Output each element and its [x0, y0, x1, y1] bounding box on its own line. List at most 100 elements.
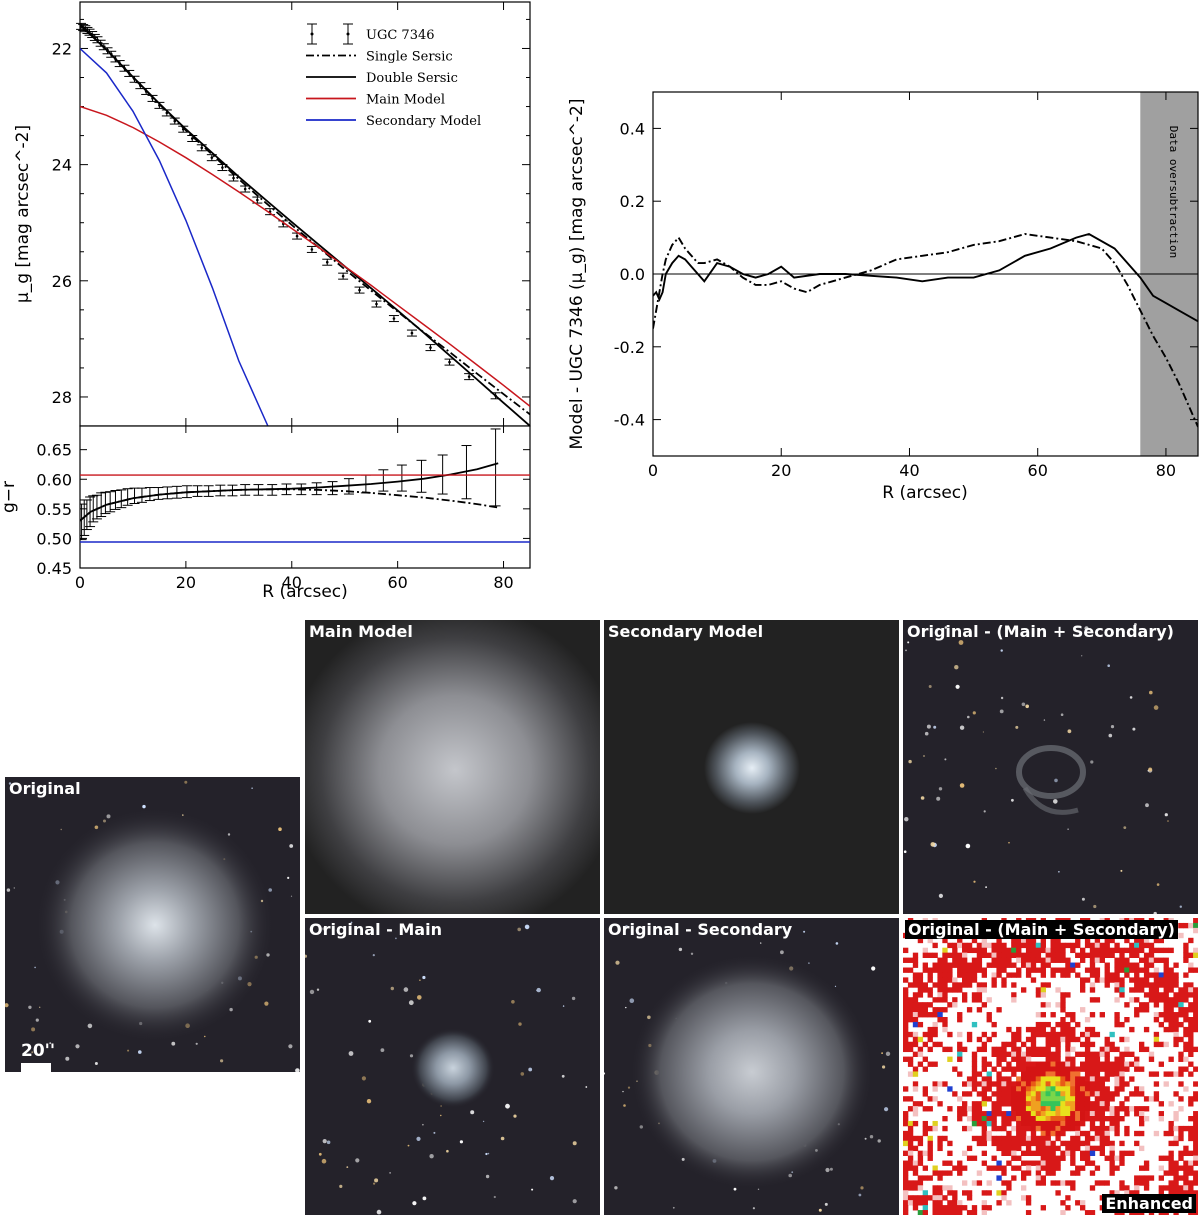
star: [127, 1049, 130, 1052]
enhanced-pixel: [942, 1160, 948, 1166]
enhanced-pixel: [1173, 1175, 1179, 1181]
enhanced-pixel: [996, 1071, 1002, 1077]
enhanced-pixel: [1025, 967, 1032, 973]
sb-data-point: [256, 198, 259, 202]
enhanced-pixel: [912, 1165, 919, 1171]
enhanced-pixel: [1055, 942, 1061, 949]
enhanced-pixel: [1016, 1116, 1022, 1122]
enhanced-pixel: [942, 1205, 948, 1211]
enhanced-pixel: [1045, 1155, 1051, 1161]
enhanced-pixel: [1124, 1125, 1130, 1132]
enhanced-pixel: [1119, 1150, 1125, 1156]
enhanced-pixel: [1134, 1180, 1140, 1186]
enhanced-pixel: [1050, 1180, 1056, 1186]
enhanced-pixel: [1188, 982, 1194, 988]
enhanced-pixel: [1094, 1081, 1101, 1087]
enhanced-pixel: [1099, 1081, 1105, 1087]
star: [1000, 649, 1003, 652]
enhanced-pixel: [981, 1056, 987, 1062]
enhanced-pixel: [986, 962, 992, 968]
residual-axes-frame: [652, 91, 1199, 457]
enhanced-pixel: [1104, 1180, 1110, 1186]
enhanced-pixel: [1124, 1036, 1130, 1043]
enhanced-pixel: [927, 972, 933, 978]
enhanced-pixel: [1193, 997, 1198, 1003]
enhanced-pixel: [1143, 1096, 1150, 1102]
enhanced-pixel: [1193, 1145, 1198, 1152]
enhanced-pixel: [1188, 1031, 1194, 1038]
enhanced-pixel: [1060, 997, 1066, 1003]
enhanced-pixel: [952, 1165, 958, 1171]
star: [49, 1042, 52, 1044]
enhanced-pixel: [1109, 1071, 1115, 1077]
enhanced-pixel: [1080, 1155, 1086, 1161]
enhanced-pixel: [1001, 1051, 1007, 1057]
enhanced-pixel: [917, 1007, 924, 1013]
star: [13, 887, 15, 889]
enhanced-pixel: [1065, 1120, 1071, 1127]
enhanced-pixel: [1065, 1076, 1071, 1082]
enhanced-pixel: [1060, 942, 1066, 949]
enhanced-pixel: [1188, 1061, 1194, 1067]
enhanced-pixel: [1025, 947, 1032, 954]
enhanced-pixel: [1001, 1111, 1007, 1117]
enhanced-pixel: [907, 1145, 914, 1152]
enhanced-pixel: [1084, 1086, 1091, 1092]
enhanced-pixel: [1134, 987, 1140, 993]
enhanced-pixel: [1188, 952, 1194, 958]
enhanced-pixel: [1109, 1165, 1115, 1171]
enhanced-pixel: [1060, 1130, 1066, 1137]
enhanced-pixel: [971, 1116, 978, 1122]
enhanced-pixel: [1099, 1101, 1105, 1107]
enhanced-pixel: [1035, 1061, 1042, 1067]
star: [517, 927, 521, 932]
enhanced-pixel: [1070, 1145, 1076, 1152]
enhanced-pixel: [1148, 1056, 1155, 1062]
enhanced-pixel: [1055, 1071, 1061, 1077]
star: [938, 893, 943, 898]
enhanced-pixel: [971, 1021, 978, 1028]
enhanced-pixel: [927, 967, 933, 973]
enhanced-pixel: [1050, 1096, 1056, 1102]
enhanced-pixel: [1099, 1180, 1105, 1186]
enhanced-pixel: [1075, 1076, 1081, 1082]
enhanced-pixel: [947, 977, 953, 983]
enhanced-pixel: [1045, 1145, 1051, 1152]
enhanced-pixel: [1045, 947, 1051, 954]
enhanced-pixel: [927, 1135, 933, 1142]
enhanced-pixel: [1021, 1170, 1027, 1176]
enhanced-pixel: [932, 952, 938, 958]
enhanced-pixel: [1006, 1081, 1012, 1087]
enhanced-pixel: [1050, 1056, 1056, 1062]
enhanced-pixel: [1025, 1111, 1032, 1117]
enhanced-pixel: [1119, 1185, 1125, 1191]
enhanced-pixel: [1193, 1160, 1198, 1166]
enhanced-pixel: [1045, 1140, 1051, 1147]
enhanced-pixel: [1114, 1021, 1120, 1028]
residual-xtick-label: 40: [899, 461, 919, 480]
enhanced-pixel: [1178, 1012, 1184, 1018]
sb-data-point: [210, 156, 214, 159]
enhanced-pixel: [986, 1061, 992, 1067]
enhanced-pixel: [907, 1155, 914, 1161]
enhanced-pixel: [1124, 1106, 1130, 1112]
enhanced-pixel: [907, 967, 914, 973]
enhanced-pixel: [1070, 1135, 1076, 1142]
enhanced-pixel: [1055, 1190, 1061, 1196]
enhanced-pixel: [1045, 1056, 1051, 1062]
enhanced-pixel: [966, 982, 973, 988]
enhanced-pixel: [1011, 982, 1017, 988]
enhanced-pixel: [1193, 1150, 1198, 1156]
enhanced-pixel: [1006, 1200, 1012, 1206]
enhanced-pixel: [1188, 1160, 1194, 1166]
enhanced-pixel: [1099, 1116, 1105, 1122]
enhanced-pixel: [903, 1007, 909, 1013]
enhanced-pixel: [966, 1076, 973, 1082]
enhanced-pixel: [1070, 1111, 1076, 1117]
enhanced-pixel: [1114, 1081, 1120, 1087]
enhanced-pixel: [1124, 957, 1130, 963]
enhanced-pixel: [1104, 1061, 1110, 1067]
enhanced-pixel: [1148, 982, 1155, 988]
enhanced-pixel: [927, 1145, 933, 1152]
enhanced-pixel: [1035, 1170, 1042, 1176]
